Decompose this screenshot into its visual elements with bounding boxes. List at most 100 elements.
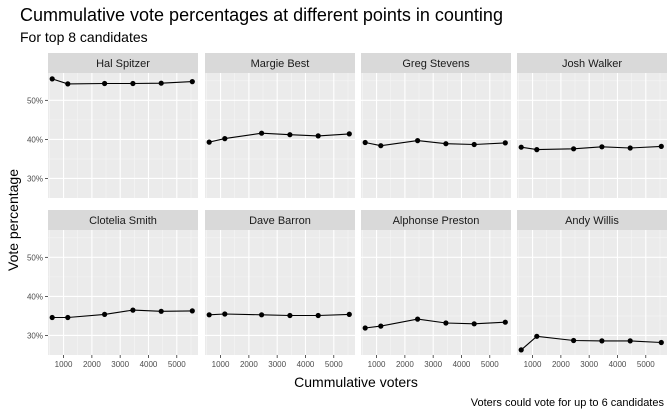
facet-panels: Hal Spitzer 30% 40% 50% Margie Best Greg Stev… [27, 53, 667, 369]
data-point [627, 145, 633, 151]
series-line [52, 78, 193, 85]
panel-background [517, 230, 667, 355]
x-tick-label: 4000 [140, 360, 158, 369]
data-point [599, 144, 605, 150]
facet-alphonse-preston: Alphonse Preston 1000 2000 3000 4000 5000 [361, 210, 511, 369]
data-point [259, 312, 265, 318]
data-point [49, 314, 55, 321]
series-line [209, 313, 350, 317]
data-point [471, 141, 477, 148]
panel-background [517, 73, 667, 198]
data-point [534, 333, 540, 339]
data-point [49, 76, 55, 82]
facet-strip-label: Andy Willis [565, 215, 619, 227]
data-point [189, 308, 195, 314]
x-tick-label: 5000 [481, 360, 499, 369]
facet-strip [48, 210, 198, 230]
data-point [571, 146, 577, 152]
data-point [415, 138, 421, 144]
facet-strip-label: Josh Walker [562, 58, 622, 70]
data-point [65, 314, 71, 321]
data-point [315, 133, 321, 139]
x-tick-label: 4000 [609, 360, 627, 369]
x-tick-label: 4000 [453, 360, 471, 369]
x-tick-label: 3000 [580, 360, 598, 369]
x-tick-label: 2000 [552, 360, 570, 369]
x-tick-label: 1000 [524, 360, 542, 369]
data-point [206, 312, 212, 318]
y-tick-label: 30% [27, 331, 43, 340]
data-point [315, 312, 321, 319]
data-point [102, 311, 108, 317]
series-line [209, 132, 350, 143]
data-point [259, 130, 265, 136]
x-tick-label: 1000 [212, 360, 230, 369]
data-point [518, 144, 524, 150]
data-point [158, 308, 164, 314]
data-point [362, 325, 368, 331]
facet-strip-label: Clotelia Smith [89, 215, 157, 227]
facet-strip [205, 53, 355, 73]
facet-margie-best: Margie Best [205, 53, 355, 198]
facet-strip [205, 210, 355, 230]
x-tick-label: 3000 [268, 360, 286, 369]
data-point [534, 147, 540, 153]
facet-andy-willis: Andy Willis 1000 2000 3000 4000 5000 [517, 210, 667, 369]
x-tick-label: 3000 [111, 360, 129, 369]
facet-strip-label: Dave Barron [249, 215, 311, 227]
facet-strip [517, 210, 667, 230]
panel-background [361, 230, 511, 355]
x-tick-label: 5000 [325, 360, 343, 369]
y-tick-label: 50% [27, 96, 43, 105]
data-point [65, 81, 71, 87]
facet-hal-spitzer: Hal Spitzer 30% 40% 50% [27, 53, 198, 198]
series-line [520, 335, 662, 351]
data-point [222, 136, 228, 142]
facet-strip [517, 53, 667, 73]
data-point [130, 80, 136, 87]
x-tick-label: 5000 [637, 360, 655, 369]
facet-josh-walker: Josh Walker [517, 53, 667, 198]
data-point [443, 320, 449, 326]
panel-background [48, 230, 198, 355]
y-tick-label: 40% [27, 135, 43, 144]
data-point [102, 80, 108, 87]
x-tick-label: 2000 [240, 360, 258, 369]
data-point [130, 307, 136, 313]
data-point [346, 311, 352, 317]
data-point [222, 311, 228, 317]
data-point [599, 338, 605, 344]
series-line [521, 145, 662, 151]
facet-strip [361, 53, 511, 73]
facet-strip-label: Alphonse Preston [393, 215, 480, 227]
facet-strip [48, 53, 198, 73]
data-point [443, 141, 449, 147]
data-point [502, 140, 508, 146]
data-point [287, 132, 293, 138]
data-point [189, 79, 195, 85]
panel-background [361, 73, 511, 198]
panel-background [48, 73, 198, 198]
data-point [206, 139, 212, 145]
facet-strip [361, 210, 511, 230]
data-point [471, 321, 477, 327]
data-point [571, 337, 577, 344]
series-line [365, 140, 506, 147]
data-point [378, 143, 384, 149]
data-point [518, 347, 524, 353]
y-tick-label: 50% [27, 253, 43, 262]
x-tick-label: 4000 [297, 360, 315, 369]
data-point [658, 143, 664, 149]
x-tick-label: 2000 [396, 360, 414, 369]
data-point [378, 323, 384, 329]
facet-strip-label: Margie Best [251, 58, 310, 70]
y-tick-label: 30% [27, 174, 43, 183]
panel-background [205, 230, 355, 355]
data-point [158, 80, 164, 86]
x-tick-label: 5000 [168, 360, 186, 369]
x-tick-label: 1000 [55, 360, 73, 369]
chart-caption: Voters could vote for up to 6 candidates [471, 397, 665, 409]
data-point [287, 312, 293, 319]
x-tick-label: 2000 [83, 360, 101, 369]
